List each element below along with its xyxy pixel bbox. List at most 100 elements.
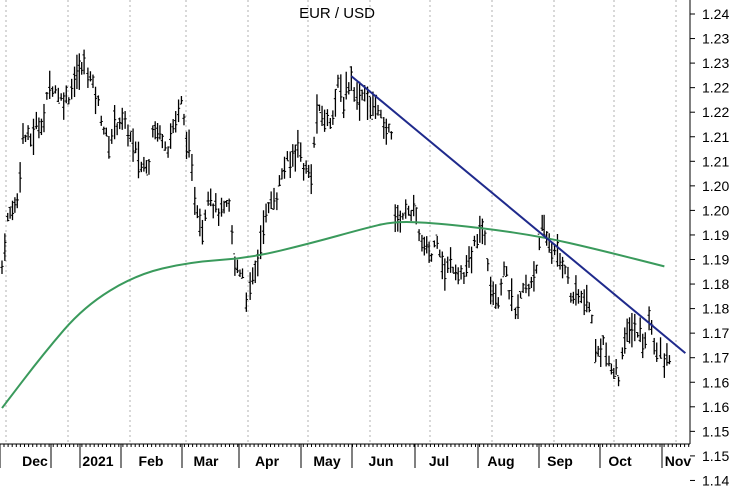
ohlc-bar (550, 243, 554, 264)
y-tick-label: 1.20 (702, 178, 729, 194)
ohlc-bar (532, 261, 536, 292)
ohlc-bar (594, 338, 598, 364)
ohlc-bar (261, 210, 266, 245)
ohlc-bar (636, 332, 640, 338)
ohlc-bar (139, 161, 143, 173)
ohlc-bar (219, 197, 224, 217)
ohlc-bar (317, 104, 322, 114)
ohlc-bar (104, 127, 108, 137)
ohlc-bar (625, 318, 629, 342)
ohlc-bar (253, 260, 257, 284)
y-tick-label: 1.17 (702, 350, 729, 366)
ohlc-bar (647, 306, 651, 331)
ohlc-bar (379, 109, 383, 119)
ohlc-bar (13, 197, 17, 213)
ohlc-bar (569, 292, 573, 303)
ohlc-bar (344, 71, 348, 100)
ohlc-bar (128, 130, 133, 142)
ohlc-bar (623, 327, 627, 354)
ohlc-bar (537, 233, 541, 251)
x-tick-label: May (313, 453, 340, 469)
ohlc-bar (382, 117, 386, 139)
ohlc-bar (280, 168, 284, 180)
ohlc-bar (464, 255, 469, 277)
ohlc-bar (360, 89, 364, 101)
ohlc-bar (21, 123, 25, 144)
ohlc-bar (524, 274, 528, 294)
ohlc-bar (136, 141, 141, 179)
ohlc-bar (472, 235, 477, 247)
ohlc-bar (325, 109, 330, 127)
ohlc-bar (301, 163, 306, 181)
ohlc-bar (627, 317, 632, 344)
ohlc-bar (91, 74, 95, 89)
ohlc-bar (357, 81, 362, 121)
ohlc-bar (412, 194, 416, 217)
ohlc-bar (396, 204, 400, 232)
ohlc-bar (547, 233, 551, 253)
ohlc-bar (596, 345, 600, 357)
ohlc-bar (425, 236, 429, 254)
ohlc-bar (166, 146, 170, 158)
ohlc-bar (652, 337, 656, 355)
ohlc-bar (206, 191, 210, 206)
x-tick-label: Dec (22, 453, 48, 469)
x-tick-label: Jul (429, 453, 449, 469)
y-tick-label: 1.20 (702, 202, 729, 218)
ohlc-bar (373, 94, 378, 119)
ohlc-bar (435, 234, 439, 249)
ohlc-bar (352, 87, 356, 102)
ohlc-bar (299, 142, 303, 162)
ohlc-bar (88, 71, 93, 82)
ohlc-bar (190, 153, 194, 181)
ohlc-bar (590, 314, 594, 324)
ohlc-bar (542, 214, 546, 237)
ohlc-bar (251, 267, 255, 285)
ohlc-bar (10, 200, 15, 221)
ohlc-bar (462, 272, 466, 284)
x-tick-label: Aug (487, 453, 514, 469)
x-tick-label: Oct (608, 453, 632, 469)
ohlc-bar (264, 203, 268, 223)
ohlc-bar (620, 347, 624, 360)
ohlc-bar (566, 266, 570, 284)
ohlc-bar (82, 49, 86, 75)
ohlc-bar (420, 234, 424, 252)
ohlc-bar (560, 256, 565, 279)
ohlc-bar (110, 128, 114, 144)
ohlc-bar (553, 245, 557, 256)
ohlc-bar (312, 136, 316, 148)
ohlc-bar (209, 188, 213, 207)
ohlc-bar (309, 164, 313, 195)
y-tick-label: 1.24 (702, 6, 729, 22)
ohlc-bar (480, 218, 484, 245)
ohlc-bar (259, 225, 263, 260)
ohlc-bar (3, 233, 7, 261)
ohlc-bar (70, 78, 74, 100)
ohlc-bar (349, 66, 353, 91)
ohlc-bar (96, 95, 100, 107)
ohlc-bar (607, 355, 611, 367)
ohlc-bar (638, 317, 642, 343)
ohlc-bar (339, 74, 343, 102)
ohlc-bar (8, 206, 12, 219)
ohlc-bar (193, 186, 197, 215)
ohlc-bar (115, 122, 119, 136)
ohlc-bar (448, 247, 453, 273)
ohlc-bar (454, 264, 458, 281)
ohlc-bar (342, 96, 346, 119)
ohlc-bar (469, 246, 474, 274)
ohlc-bar (158, 125, 162, 140)
ohlc-bar (630, 312, 634, 348)
ohlc-bar (275, 192, 279, 211)
ohlc-bar (29, 133, 33, 147)
ohlc-bar (296, 129, 300, 158)
ohlc-bar (376, 104, 380, 116)
ohlc-bar (475, 234, 479, 249)
y-tick-label: 1.23 (702, 31, 729, 47)
ohlc-bar (333, 88, 338, 117)
ohlc-bar (486, 258, 490, 272)
y-tick-label: 1.17 (702, 325, 729, 341)
ohlc-bar (147, 158, 151, 175)
